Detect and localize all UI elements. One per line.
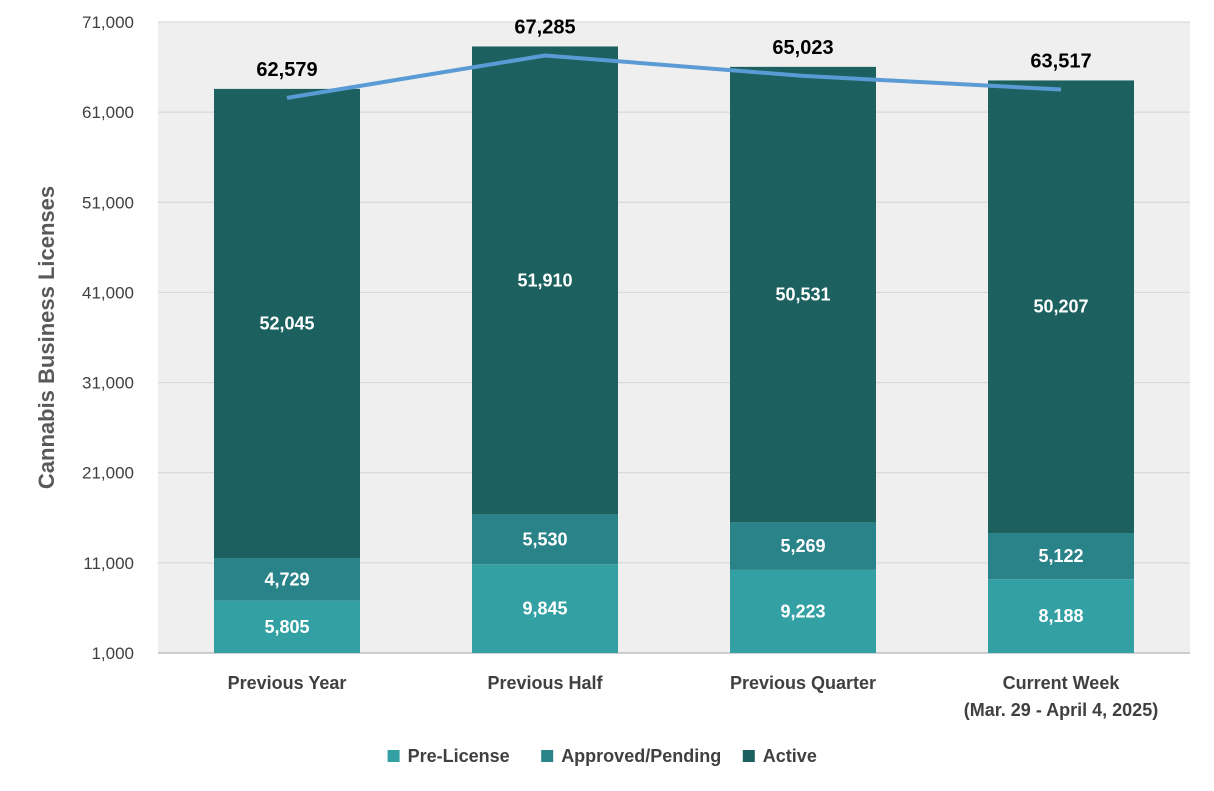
total-trend-line [286, 53, 1062, 100]
total-line: 62,579 67,285 65,023 63,517 [256, 16, 1092, 100]
legend-swatch [387, 750, 400, 762]
y-tick-label: 21,000 [82, 464, 134, 483]
y-tick-label: 11,000 [83, 554, 134, 573]
data-label: 51,910 [517, 270, 572, 290]
bars: 5,805 4,729 52,045 9,845 5,530 51,910 9,223 5,2… [214, 46, 1134, 653]
legend: Pre-License Approved/Pending Active [387, 746, 817, 766]
y-tick-label: 61,000 [82, 103, 134, 122]
bar-segment-approved-pending [214, 558, 360, 601]
bar-segment-approved-pending [472, 514, 618, 565]
data-label: 9,223 [780, 601, 825, 621]
bar-segment-active [988, 80, 1134, 534]
bar-segment-pre-license [988, 579, 1134, 653]
x-tick-label: Previous Half [487, 673, 603, 693]
bar-segment-active [472, 46, 618, 515]
bar-segment-approved-pending [988, 533, 1134, 580]
y-tick-label: 31,000 [82, 374, 134, 393]
data-label: 5,805 [264, 617, 309, 637]
data-label: 9,845 [522, 599, 567, 619]
total-label: 62,579 [256, 59, 317, 81]
y-tick-label: 1,000 [91, 644, 134, 663]
total-label: 65,023 [772, 37, 833, 59]
bar-segment-pre-license [730, 569, 876, 653]
bar-segment-approved-pending [730, 522, 876, 570]
legend-label: Approved/Pending [561, 746, 721, 766]
legend-swatch [541, 750, 554, 762]
data-label: 52,045 [259, 313, 314, 333]
bar-segment-active [214, 88, 360, 559]
data-label: 5,269 [780, 536, 825, 556]
data-label: 5,530 [522, 529, 567, 549]
y-axis: 1,000 11,000 21,000 31,000 41,000 51,000 61,00… [82, 13, 134, 663]
y-axis-label: Cannabis Business Licenses [34, 186, 59, 489]
data-label: 8,188 [1038, 606, 1083, 626]
data-label: 4,729 [264, 569, 309, 589]
y-tick-label: 51,000 [82, 193, 134, 212]
y-tick-label: 71,000 [82, 13, 134, 32]
total-label: 67,285 [514, 16, 575, 38]
bar-segment-pre-license [472, 564, 618, 653]
x-tick-label: Current Week [1003, 673, 1121, 693]
data-label: 50,207 [1033, 297, 1088, 317]
bar-segment-pre-license [214, 600, 360, 653]
y-tick-label: 41,000 [82, 283, 134, 302]
legend-label: Pre-License [408, 746, 510, 766]
data-label: 5,122 [1038, 546, 1083, 566]
x-axis: Previous Year Previous Half Previous Quart… [228, 673, 1159, 720]
legend-swatch [742, 750, 755, 762]
x-tick-label: Previous Year [228, 673, 347, 693]
total-label: 63,517 [1030, 50, 1091, 72]
legend-label: Active [763, 746, 817, 766]
x-tick-label: Previous Quarter [730, 673, 876, 693]
x-tick-label: (Mar. 29 - April 4, 2025) [964, 700, 1158, 720]
data-label: 50,531 [775, 285, 830, 305]
bar-segment-active [730, 66, 876, 523]
